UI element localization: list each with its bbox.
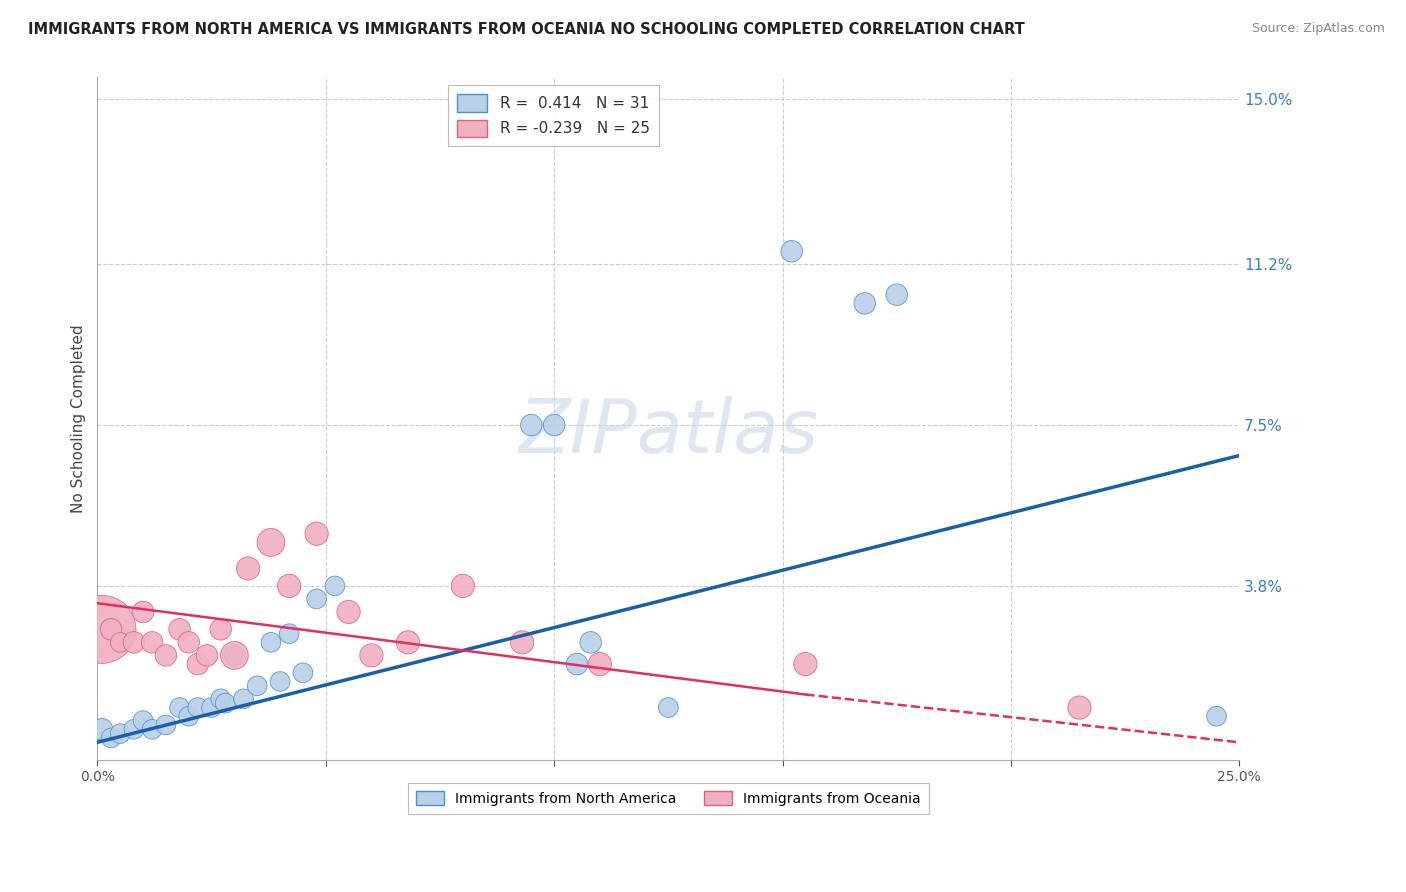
Point (100, 623, 122, 637)
Point (108, 726, 131, 740)
Point (657, 700, 679, 714)
Text: ZIPatlas: ZIPatlas (519, 396, 818, 468)
Point (108, 635, 131, 649)
Point (236, 561, 259, 575)
Point (90, 723, 112, 737)
Point (794, 657, 817, 671)
Point (132, 605, 155, 619)
Point (520, 418, 543, 433)
Point (323, 579, 346, 593)
Point (579, 635, 602, 649)
Point (141, 723, 163, 737)
Point (224, 648, 246, 663)
Point (177, 709, 200, 723)
Point (853, 296, 876, 310)
Point (1205, 709, 1227, 723)
Point (269, 674, 291, 689)
Point (396, 635, 419, 649)
Point (141, 635, 163, 649)
Point (305, 526, 328, 541)
Point (132, 714, 155, 728)
Point (169, 623, 191, 637)
Point (155, 718, 177, 732)
Text: Source: ZipAtlas.com: Source: ZipAtlas.com (1251, 22, 1385, 36)
Point (291, 665, 314, 680)
Point (195, 648, 218, 663)
Point (305, 591, 328, 606)
Point (360, 648, 382, 663)
Legend: Immigrants from North America, Immigrants from Oceania: Immigrants from North America, Immigrant… (408, 782, 929, 814)
Point (246, 679, 269, 693)
Y-axis label: No Schooling Completed: No Schooling Completed (72, 325, 86, 513)
Text: IMMIGRANTS FROM NORTH AMERICA VS IMMIGRANTS FROM OCEANIA NO SCHOOLING COMPLETED : IMMIGRANTS FROM NORTH AMERICA VS IMMIGRA… (28, 22, 1025, 37)
Point (589, 657, 612, 671)
Point (565, 657, 588, 671)
Point (169, 700, 191, 714)
Point (90, 623, 112, 637)
Point (122, 723, 145, 737)
Point (100, 731, 122, 745)
Point (278, 626, 301, 640)
Point (224, 648, 246, 663)
Point (200, 700, 222, 714)
Point (187, 657, 209, 671)
Point (155, 648, 177, 663)
Point (260, 635, 283, 649)
Point (510, 635, 533, 649)
Point (1069, 700, 1091, 714)
Point (278, 579, 301, 593)
Point (122, 635, 145, 649)
Point (780, 244, 803, 259)
Point (543, 418, 565, 433)
Point (260, 535, 283, 549)
Point (337, 605, 360, 619)
Point (214, 696, 236, 710)
Point (187, 700, 209, 714)
Point (451, 579, 474, 593)
Point (232, 691, 254, 706)
Point (886, 287, 908, 301)
Point (209, 623, 232, 637)
Point (209, 691, 232, 706)
Point (177, 635, 200, 649)
